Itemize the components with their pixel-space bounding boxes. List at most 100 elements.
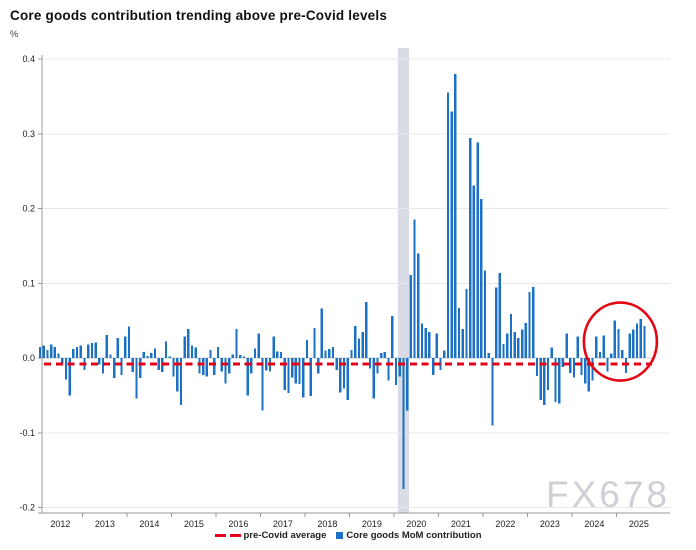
mom-bar-2019-10: [383, 352, 387, 358]
mom-bar-2023-01: [528, 292, 531, 358]
mom-bar-2012-03: [46, 349, 49, 358]
mom-bar-2021-11: [476, 142, 479, 358]
mom-bar-2024-10: [606, 358, 609, 372]
mom-bar-2024-02: [576, 336, 579, 358]
mom-bar-2018-05: [320, 308, 323, 358]
mom-bar-2022-07: [506, 333, 509, 358]
mom-bar-2014-06: [146, 355, 149, 358]
mom-bar-2015-10: [205, 358, 209, 377]
x-axis-year-label: 2024: [584, 519, 604, 529]
x-axis-year-label: 2022: [495, 519, 515, 529]
mom-bar-2013-09: [113, 358, 116, 379]
mom-bar-2022-01: [483, 270, 487, 358]
chart-title: Core goods contribution trending above p…: [10, 8, 388, 23]
mom-bar-2020-05: [409, 275, 412, 358]
fx678-watermark: FX678: [545, 474, 670, 515]
mom-bar-2014-01: [127, 326, 131, 358]
mom-bar-2018-01: [305, 340, 309, 358]
mom-bar-2025-04: [628, 333, 631, 358]
mom-bar-2019-07: [372, 358, 375, 399]
legend-item-pre-covid-average: pre-Covid average: [214, 530, 326, 541]
mom-bar-2012-08: [64, 358, 68, 380]
mom-bar-2022-08: [509, 313, 513, 358]
mom-bar-2016-04: [227, 358, 231, 374]
mom-bar-2022-06: [502, 343, 505, 358]
mom-bar-2022-03: [491, 358, 494, 426]
mom-bar-2023-07: [550, 347, 553, 358]
mom-bar-2015-11: [209, 349, 212, 358]
covid-recession-band: [397, 48, 409, 513]
y-axis-tick-label: 0.0: [22, 353, 35, 363]
mom-bar-2017-08: [287, 358, 290, 394]
mom-bar-2016-07: [239, 355, 242, 358]
red-dash-swatch-icon: [214, 533, 241, 538]
x-axis-year-label: 2019: [362, 519, 382, 529]
y-axis-tick-label: 0.1: [22, 278, 35, 288]
mom-bar-2021-08: [465, 289, 468, 358]
mom-bar-2025-06: [635, 323, 639, 358]
mom-bar-2021-04: [450, 111, 453, 358]
mom-bar-2024-01: [572, 358, 576, 378]
mom-bar-2024-05: [587, 358, 591, 392]
mom-bar-2018-10: [339, 358, 342, 393]
mom-bar-2017-02: [265, 358, 268, 371]
mom-bar-2012-04: [49, 344, 53, 358]
mom-bar-2018-11: [342, 358, 346, 389]
x-axis-year-label: 2012: [50, 519, 70, 529]
mom-bar-2014-05: [142, 352, 145, 358]
mom-bar-2021-05: [454, 73, 457, 358]
mom-bar-2022-11: [520, 329, 524, 358]
mom-bar-2025-07: [639, 319, 642, 358]
mom-bar-2025-08: [643, 325, 646, 358]
mom-bar-2020-06: [413, 219, 416, 358]
mom-bar-2012-07: [61, 358, 64, 364]
y-axis-tick-label: 0.2: [22, 204, 35, 214]
mom-bar-2019-01: [350, 349, 353, 358]
mom-bar-2017-07: [283, 358, 286, 391]
mom-bar-2013-10: [116, 337, 120, 358]
mom-bar-2016-09: [246, 358, 249, 396]
mom-bar-2019-03: [357, 338, 361, 358]
mom-bar-2012-09: [68, 358, 71, 396]
mom-bar-2013-06: [101, 358, 105, 374]
mom-bar-2020-02: [398, 358, 401, 377]
x-axis-year-label: 2016: [228, 519, 248, 529]
legend-label-core-goods: Core goods MoM contribution: [346, 530, 482, 541]
mom-bar-2018-04: [316, 358, 320, 374]
mom-bar-2016-11: [253, 348, 257, 358]
mom-bar-2023-10: [561, 358, 565, 367]
mom-bar-2016-10: [250, 358, 253, 374]
recent-months-annotation-circle: [582, 301, 659, 382]
mom-bar-2022-04: [494, 287, 498, 358]
x-axis-year-label: 2013: [95, 519, 115, 529]
mom-bar-2015-01: [172, 358, 175, 377]
mom-bar-2017-10: [294, 358, 298, 384]
x-axis-year-label: 2018: [317, 519, 337, 529]
mom-bar-2024-09: [602, 335, 605, 358]
mom-bar-2013-07: [105, 334, 108, 358]
mom-bar-2025-05: [632, 329, 635, 358]
mom-bar-2019-09: [380, 352, 383, 358]
mom-bar-2022-05: [498, 272, 502, 358]
blue-square-swatch-icon: [336, 532, 344, 539]
mom-bar-2021-01: [439, 358, 442, 370]
mom-bar-2017-09: [291, 358, 294, 378]
mom-bar-2019-02: [354, 325, 357, 358]
mom-bar-2024-12: [613, 320, 616, 358]
mom-bar-2021-03: [446, 92, 450, 358]
mom-bar-2019-05: [365, 301, 368, 358]
mom-bar-2016-05: [231, 354, 234, 358]
chart-legend: pre-Covid average Core goods MoM contrib…: [0, 530, 696, 541]
mom-bar-2020-07: [417, 253, 420, 358]
mom-bar-2014-04: [138, 358, 142, 379]
mom-bar-2020-09: [424, 328, 427, 358]
x-axis-year-label: 2017: [273, 519, 293, 529]
mom-bar-2014-09: [157, 358, 160, 370]
x-axis-year-label: 2015: [184, 519, 204, 529]
mom-bar-2013-08: [109, 354, 112, 358]
mom-bar-2019-11: [387, 358, 390, 381]
mom-bar-2020-01: [394, 358, 398, 385]
mom-bar-2018-07: [328, 349, 331, 358]
mom-bar-2023-11: [565, 333, 568, 358]
